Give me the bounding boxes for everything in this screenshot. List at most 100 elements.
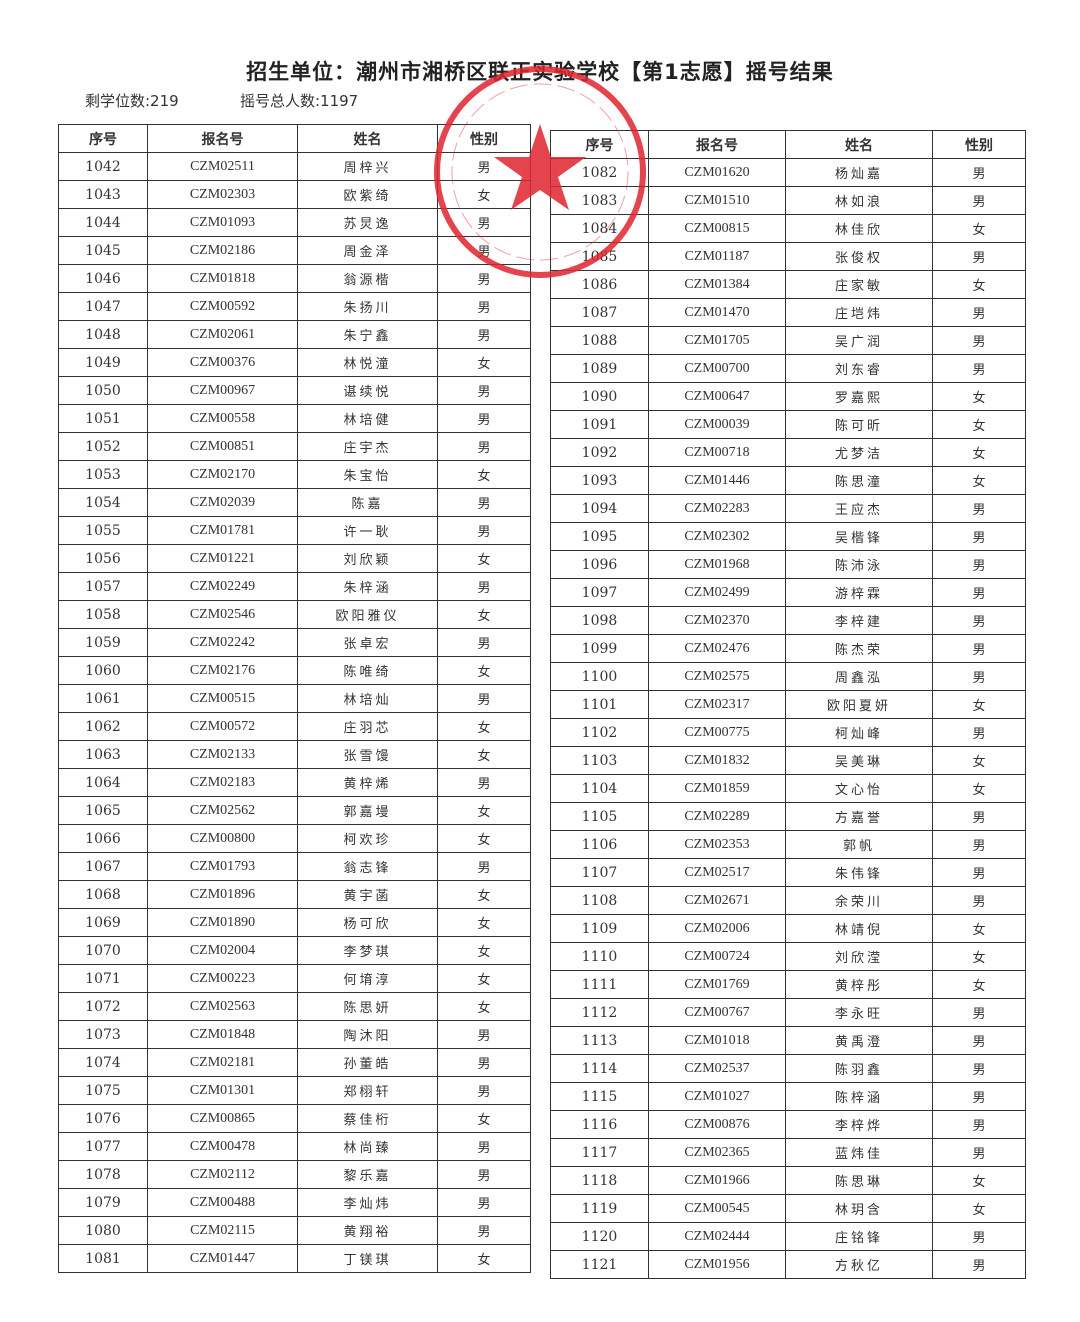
gender-cell: 男 xyxy=(932,158,1026,187)
gender-cell: 女 xyxy=(932,942,1026,971)
table-row: 1107 CZM02517 朱伟锋男 xyxy=(550,858,1026,887)
seq-cell: 1103 xyxy=(550,746,649,775)
name-cell: 蔡佳桁 xyxy=(297,1104,438,1133)
results-table-left: 序号 报名号 姓名 性别 1042 CZM02511 周梓兴男 1043 CZM0230… xyxy=(58,124,531,1273)
reg-number-cell: CZM01446 xyxy=(648,466,786,495)
reg-number-cell: CZM02061 xyxy=(147,320,298,349)
reg-number-cell: CZM01384 xyxy=(648,270,786,299)
reg-number-cell: CZM02562 xyxy=(147,796,298,825)
reg-number-cell: CZM02112 xyxy=(147,1160,298,1189)
name-cell: 方嘉誉 xyxy=(785,802,933,831)
reg-number-cell: CZM00767 xyxy=(648,998,786,1027)
seq-cell: 1105 xyxy=(550,802,649,831)
table-row: 1060 CZM02176 陈唯绮女 xyxy=(58,656,531,685)
gender-cell: 男 xyxy=(932,662,1026,691)
table-row: 1055 CZM01781 许一耿男 xyxy=(58,516,531,545)
reg-number-cell: CZM01093 xyxy=(147,208,298,237)
gender-cell: 女 xyxy=(437,544,531,573)
seq-cell: 1106 xyxy=(550,830,649,859)
seq-cell: 1071 xyxy=(58,964,148,993)
table-row: 1121 CZM01956 方秋亿男 xyxy=(550,1250,1026,1279)
seq-cell: 1082 xyxy=(550,158,649,187)
table-row: 1072 CZM02563 陈思妍女 xyxy=(58,992,531,1021)
name-cell: 周鑫泓 xyxy=(785,662,933,691)
gender-cell: 男 xyxy=(437,208,531,237)
name-cell: 陈杰荣 xyxy=(785,634,933,663)
name-cell: 郭帆 xyxy=(785,830,933,859)
seq-cell: 1112 xyxy=(550,998,649,1027)
seq-cell: 1116 xyxy=(550,1110,649,1139)
table-row: 1112 CZM00767 李永旺男 xyxy=(550,998,1026,1027)
reg-number-cell: CZM01221 xyxy=(147,544,298,573)
table-row: 1095 CZM02302 吴楷锋男 xyxy=(550,522,1026,551)
header-seq: 序号 xyxy=(550,130,649,159)
reg-number-cell: CZM01956 xyxy=(648,1250,786,1279)
name-cell: 方秋亿 xyxy=(785,1250,933,1279)
reg-number-cell: CZM00376 xyxy=(147,348,298,377)
gender-cell: 男 xyxy=(932,1110,1026,1139)
gender-cell: 女 xyxy=(437,600,531,629)
name-cell: 黄禹澄 xyxy=(785,1026,933,1055)
remaining-seats: 剩学位数:219 xyxy=(85,92,179,110)
gender-cell: 女 xyxy=(932,1166,1026,1195)
seq-cell: 1109 xyxy=(550,914,649,943)
table-row: 1115 CZM01027 陈梓涵男 xyxy=(550,1082,1026,1111)
name-cell: 庄垲炜 xyxy=(785,298,933,327)
table-row: 1068 CZM01896 黄宇菡女 xyxy=(58,880,531,909)
reg-number-cell: CZM00700 xyxy=(648,354,786,383)
name-cell: 林培灿 xyxy=(297,684,438,713)
reg-number-cell: CZM00515 xyxy=(147,684,298,713)
table-row: 1074 CZM02181 孙董皓男 xyxy=(58,1048,531,1077)
table-row: 1071 CZM00223 何堉淳女 xyxy=(58,964,531,993)
name-cell: 朱宁鑫 xyxy=(297,320,438,349)
gender-cell: 男 xyxy=(932,1138,1026,1167)
seq-cell: 1052 xyxy=(58,432,148,461)
table-row: 1102 CZM00775 柯灿峰男 xyxy=(550,718,1026,747)
table-row: 1081 CZM01447 丁镁琪女 xyxy=(58,1244,531,1273)
table-row: 1076 CZM00865 蔡佳桁女 xyxy=(58,1104,531,1133)
gender-cell: 男 xyxy=(437,488,531,517)
name-cell: 陈思妍 xyxy=(297,992,438,1021)
reg-number-cell: CZM00592 xyxy=(147,292,298,321)
reg-number-cell: CZM00647 xyxy=(648,382,786,411)
gender-cell: 女 xyxy=(437,348,531,377)
gender-cell: 女 xyxy=(932,746,1026,775)
table-row: 1079 CZM00488 李灿炜男 xyxy=(58,1188,531,1217)
table-row: 1065 CZM02562 郭嘉墁女 xyxy=(58,796,531,825)
gender-cell: 女 xyxy=(932,410,1026,439)
reg-number-cell: CZM01187 xyxy=(648,242,786,271)
gender-cell: 男 xyxy=(437,432,531,461)
table-row: 1103 CZM01832 吴美琳女 xyxy=(550,746,1026,775)
table-row: 1042 CZM02511 周梓兴男 xyxy=(58,152,531,181)
reg-number-cell: CZM02170 xyxy=(147,460,298,489)
seq-cell: 1080 xyxy=(58,1216,148,1245)
reg-number-cell: CZM02115 xyxy=(147,1216,298,1245)
table-row: 1064 CZM02183 黄梓烯男 xyxy=(58,768,531,797)
name-cell: 余荣川 xyxy=(785,886,933,915)
table-row: 1063 CZM02133 张雪馒女 xyxy=(58,740,531,769)
seq-cell: 1101 xyxy=(550,690,649,719)
reg-number-cell: CZM01818 xyxy=(147,264,298,293)
name-cell: 黄宇菡 xyxy=(297,880,438,909)
gender-cell: 男 xyxy=(437,376,531,405)
seq-cell: 1095 xyxy=(550,522,649,551)
reg-number-cell: CZM00876 xyxy=(648,1110,786,1139)
name-cell: 柯灿峰 xyxy=(785,718,933,747)
table-row: 1054 CZM02039 陈嘉男 xyxy=(58,488,531,517)
gender-cell: 女 xyxy=(437,1244,531,1273)
name-cell: 丁镁琪 xyxy=(297,1244,438,1273)
name-cell: 庄宇杰 xyxy=(297,432,438,461)
seq-cell: 1057 xyxy=(58,572,148,601)
table-row: 1046 CZM01818 翁源楷男 xyxy=(58,264,531,293)
seq-cell: 1056 xyxy=(58,544,148,573)
gender-cell: 女 xyxy=(932,438,1026,467)
name-cell: 欧阳雅仪 xyxy=(297,600,438,629)
seq-cell: 1069 xyxy=(58,908,148,937)
page-title: 招生单位：潮州市湘桥区联正实验学校【第1志愿】摇号结果 xyxy=(246,60,834,84)
seq-cell: 1088 xyxy=(550,326,649,355)
reg-number-cell: CZM01447 xyxy=(147,1244,298,1273)
table-row: 1045 CZM02186 周金泽男 xyxy=(58,236,531,265)
table-header: 序号 报名号 姓名 性别 xyxy=(550,130,1026,159)
table-row: 1097 CZM02499 游梓霖男 xyxy=(550,578,1026,607)
gender-cell: 男 xyxy=(437,152,531,181)
